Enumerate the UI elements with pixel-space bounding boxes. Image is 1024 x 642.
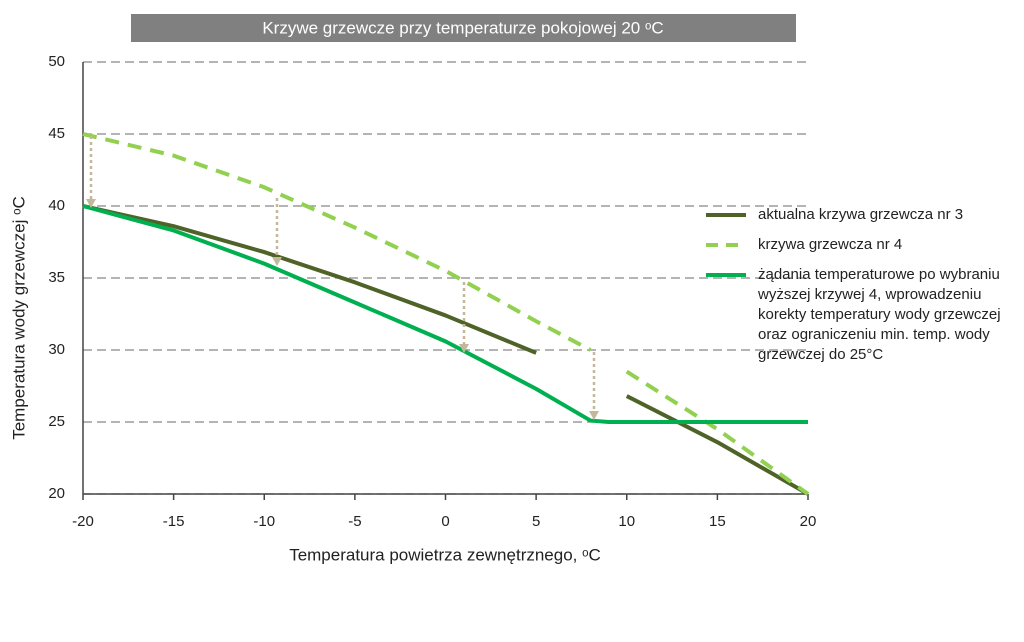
legend-label: żądania temperaturowe po wybraniu wyższe… bbox=[758, 266, 1001, 363]
legend-item: krzywa grzewcza nr 4 bbox=[706, 235, 1018, 255]
x-tick-label: 5 bbox=[532, 513, 540, 530]
title-bar bbox=[131, 14, 796, 42]
x-tick-label: 20 bbox=[800, 513, 817, 530]
y-tick-label: 30 bbox=[48, 341, 65, 358]
legend-label: krzywa grzewcza nr 4 bbox=[758, 236, 903, 253]
x-tick-label: 10 bbox=[618, 513, 635, 530]
series-line bbox=[82, 204, 809, 496]
legend-swatch bbox=[706, 213, 746, 217]
legend-item: aktualna krzywa grzewcza nr 3 bbox=[706, 205, 1018, 225]
correction-arrows bbox=[86, 136, 599, 420]
legend: aktualna krzywa grzewcza nr 3 krzywa grze… bbox=[706, 205, 1018, 375]
x-tick-label: -10 bbox=[253, 513, 275, 530]
y-tick-label: 45 bbox=[48, 125, 65, 142]
x-tick-label: -20 bbox=[72, 513, 94, 530]
y-tick-label: 25 bbox=[48, 413, 65, 430]
series-line bbox=[82, 204, 808, 424]
legend-label: aktualna krzywa grzewcza nr 3 bbox=[758, 206, 964, 223]
y-axis-label: Temperatura wody grzewczej ᵒC bbox=[9, 196, 28, 440]
series-line bbox=[82, 132, 810, 496]
legend-swatch bbox=[706, 273, 746, 277]
x-tick-label: 15 bbox=[709, 513, 726, 530]
y-tick-label: 40 bbox=[48, 197, 65, 214]
x-axis-label: Temperatura powietrza zewnętrznego, ᵒC bbox=[289, 545, 601, 564]
x-tick-label: 0 bbox=[441, 513, 449, 530]
y-tick-label: 20 bbox=[48, 485, 65, 502]
x-tick-label: -5 bbox=[348, 513, 361, 530]
legend-swatch bbox=[706, 243, 746, 247]
y-tick-label: 35 bbox=[48, 269, 65, 286]
y-tick-label: 50 bbox=[48, 53, 65, 70]
legend-item: żądania temperaturowe po wybraniu wyższe… bbox=[706, 265, 1018, 365]
x-tick-label: -15 bbox=[163, 513, 185, 530]
chart-title: Krzywe grzewcze przy temperaturze pokojo… bbox=[262, 18, 663, 37]
